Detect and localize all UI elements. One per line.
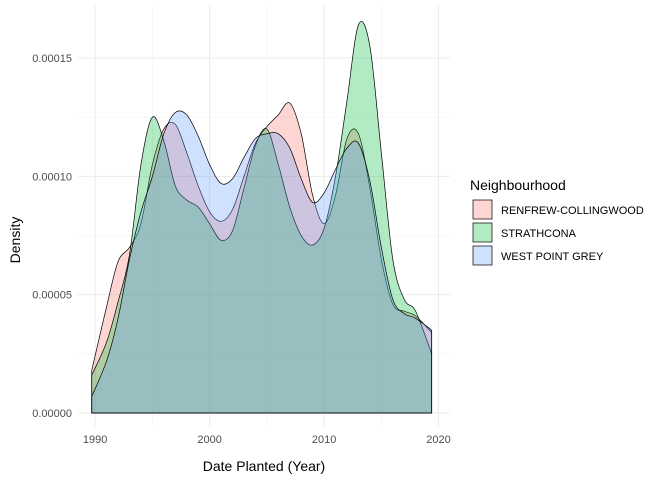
density-area-strathcona [91,21,433,414]
legend-title: Neighbourhood [470,177,566,193]
legend: Neighbourhood RENFREW-COLLINGWOOD STRATHC… [470,177,644,266]
y-tick-label: 0.00015 [32,53,72,65]
legend-label-renfrew-collingwood: RENFREW-COLLINGWOOD [501,205,644,217]
density-areas [91,21,433,414]
legend-key-bg [472,199,493,220]
legend-key-bg [472,222,493,243]
x-tick-label: 2020 [426,434,450,446]
legend-key-strathcona [472,222,493,243]
y-axis-title: Density [7,217,23,264]
y-tick-label: 0.00010 [32,171,72,183]
density-area-west-point-grey [91,110,433,414]
legend-key-west-point-grey [472,245,493,266]
x-tick-label: 1990 [83,434,107,446]
y-tick-label: 0.00005 [32,290,72,302]
y-tick-label: 0.00000 [32,408,72,420]
density-area-renfrew-collingwood [91,102,433,414]
legend-key-renfrew-collingwood [472,199,493,220]
legend-label-strathcona: STRATHCONA [501,228,577,240]
axes: 1990 2000 2010 2020 0.00000 0.00005 0.00010 0.0… [32,53,451,446]
x-tick-label: 2010 [312,434,336,446]
legend-label-west-point-grey: WEST POINT GREY [501,251,604,263]
x-axis-title: Date Planted (Year) [203,458,325,474]
legend-key-bg [472,245,493,266]
x-tick-label: 2000 [197,434,221,446]
